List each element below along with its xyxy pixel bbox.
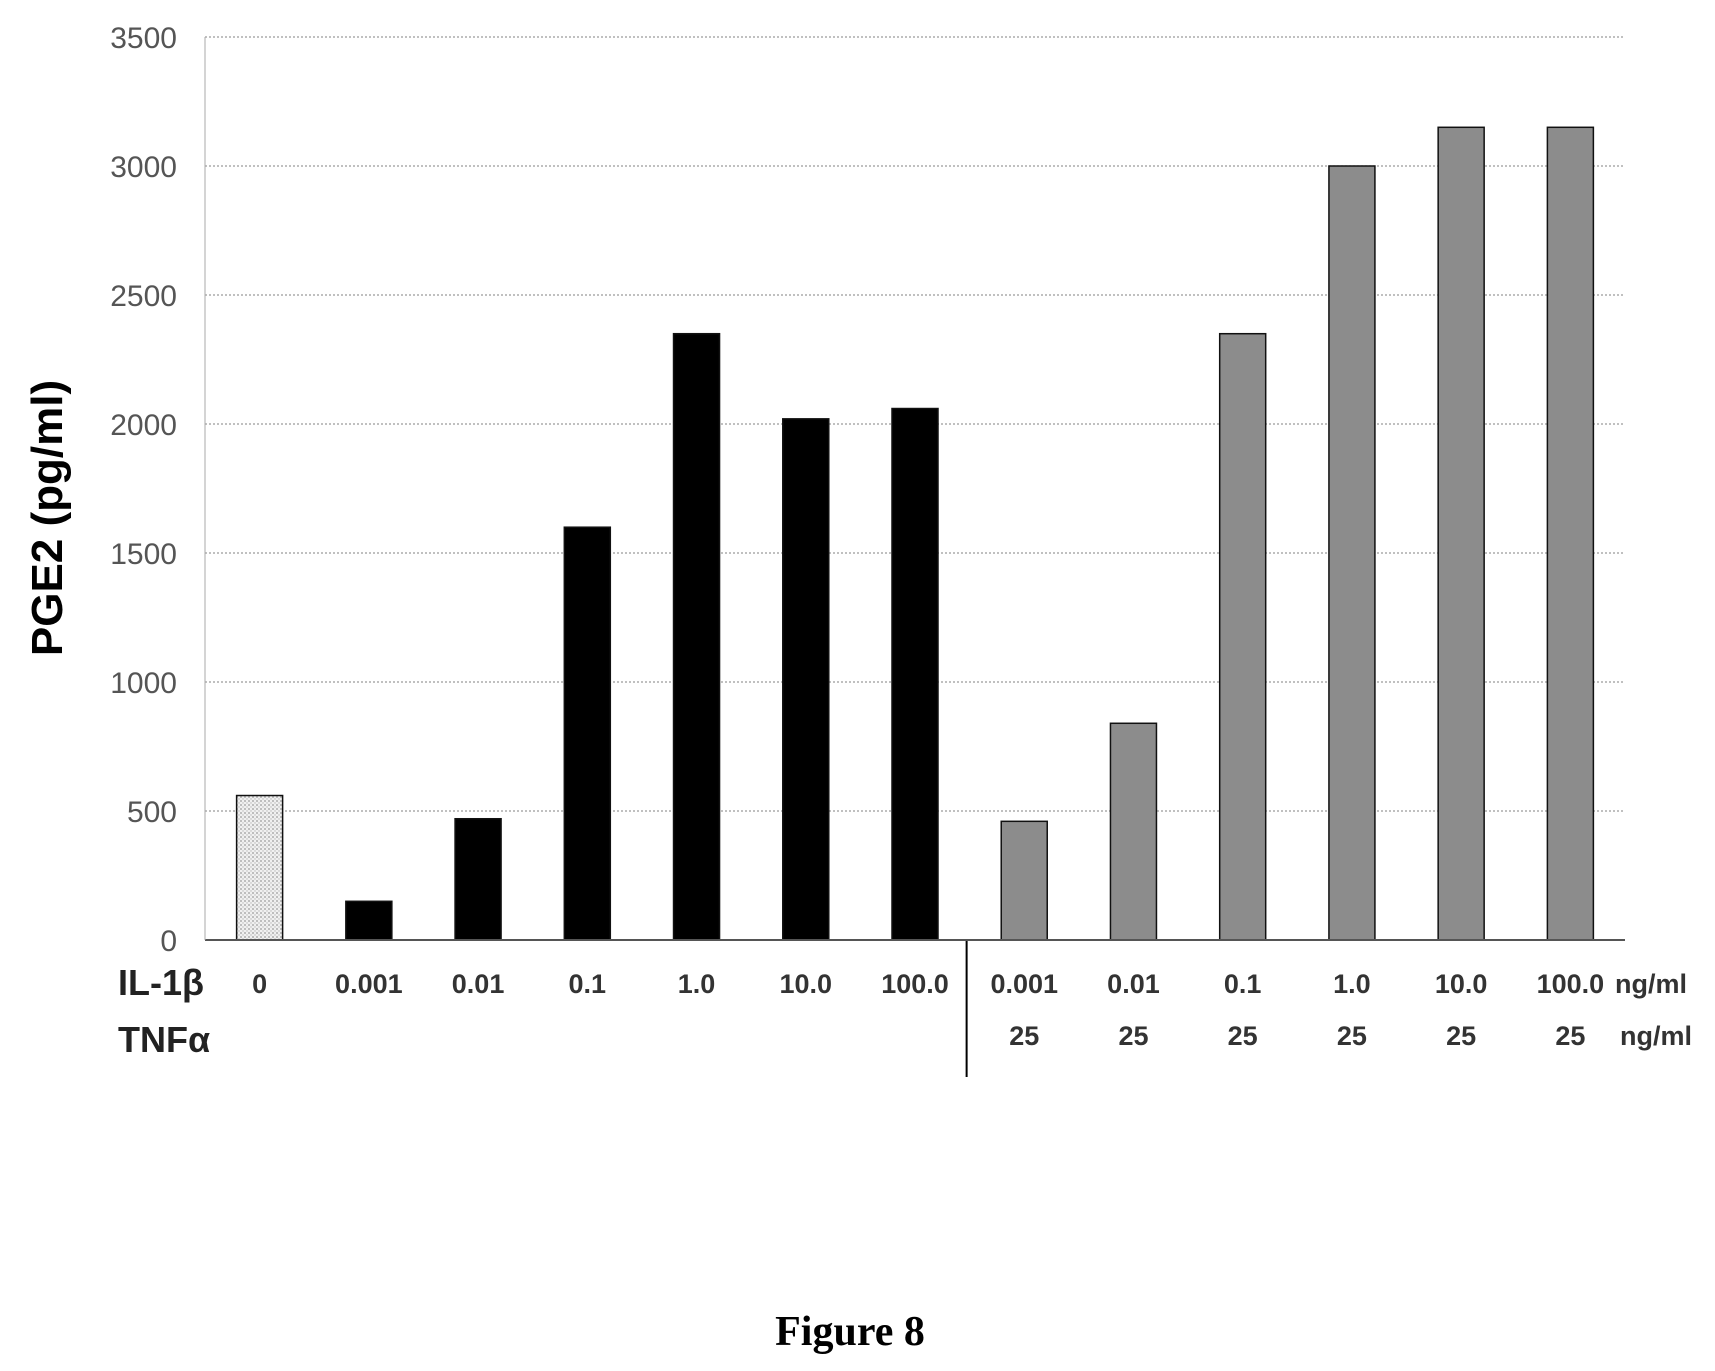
unit-label-tnfa: ng/ml (1620, 1021, 1692, 1051)
bar (1328, 165, 1376, 941)
il1b-tick-label: 0.01 (452, 969, 505, 999)
tnfa-tick-label: 25 (1446, 1021, 1476, 1051)
bar (1109, 722, 1158, 941)
x-axis-labels: 0 0.001 0.01 0.1 1.0 10.0 100.0 0.001 25 0.01 25 0.… (252, 969, 1604, 1051)
y-axis-ticks: 0 500 1000 1500 2000 2500 3000 3500 (110, 22, 177, 958)
bar (563, 526, 612, 941)
y-tick-label: 1500 (110, 538, 177, 571)
y-tick-label: 1000 (110, 667, 177, 700)
il1b-tick-label: 1.0 (1333, 969, 1371, 999)
il1b-tick-label: 0.1 (569, 969, 607, 999)
y-tick-label: 500 (127, 796, 177, 829)
il1b-tick-label: 1.0 (678, 969, 716, 999)
il1b-tick-label: 0.001 (990, 969, 1058, 999)
il1b-tick-label: 10.0 (779, 969, 832, 999)
il1b-tick-label: 0.001 (335, 969, 403, 999)
il1b-tick-label: 100.0 (1537, 969, 1605, 999)
bar (782, 418, 830, 941)
il1b-tick-label: 10.0 (1435, 969, 1488, 999)
bars (235, 126, 1595, 941)
tnfa-tick-label: 25 (1555, 1021, 1585, 1051)
bar (454, 817, 502, 941)
gridlines (205, 36, 1625, 812)
tnfa-tick-label: 25 (1228, 1021, 1258, 1051)
tnfa-tick-label: 25 (1009, 1021, 1039, 1051)
y-tick-label: 3500 (110, 22, 177, 55)
il1b-tick-label: 0.01 (1107, 969, 1160, 999)
y-tick-label: 2000 (110, 409, 177, 442)
y-tick-label: 3000 (110, 151, 177, 184)
tnfa-tick-label: 25 (1118, 1021, 1148, 1051)
unit-label-il1b: ng/ml (1615, 969, 1687, 999)
y-tick-label: 2500 (110, 280, 177, 313)
y-tick-label: 0 (160, 925, 177, 958)
il1b-tick-label: 100.0 (881, 969, 949, 999)
il1b-tick-label: 0 (252, 969, 267, 999)
bar (1546, 126, 1595, 941)
il1b-tick-label: 0.1 (1224, 969, 1262, 999)
bar (1218, 332, 1267, 941)
bar (345, 900, 393, 941)
y-axis-label: PGE2 (pg/ml) (23, 380, 72, 656)
figure-caption: Figure 8 (775, 1309, 925, 1355)
bar (1000, 820, 1048, 941)
tnfa-tick-label: 25 (1337, 1021, 1367, 1051)
row-label-il1b: IL-1β (118, 962, 204, 1003)
row-label-tnfa: TNFα (118, 1019, 210, 1060)
bar (235, 794, 284, 941)
bar (891, 407, 939, 941)
bar (672, 332, 721, 941)
bar (1437, 126, 1485, 941)
